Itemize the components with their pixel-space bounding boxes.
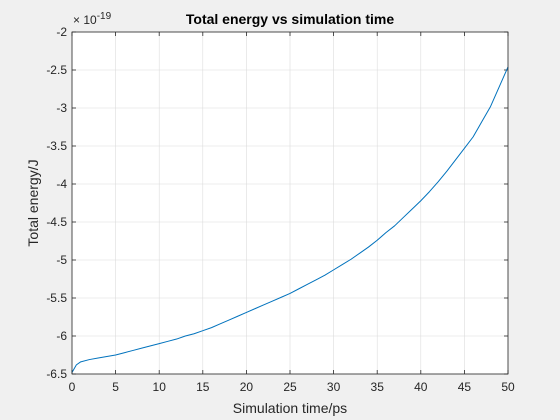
x-tick-label: 40	[414, 380, 428, 394]
x-axis-label: Simulation time/ps	[233, 400, 347, 416]
x-tick-label: 45	[458, 380, 472, 394]
x-tick-label: 30	[327, 380, 341, 394]
y-tick-label: -4.5	[46, 215, 67, 229]
x-tick-label: 35	[371, 380, 385, 394]
y-tick-label: -2	[56, 25, 67, 39]
y-tick-label: -3.5	[46, 139, 67, 153]
x-tick-label: 50	[501, 380, 515, 394]
y-exponent-label: × 10-19	[73, 11, 112, 27]
y-tick-label: -6	[56, 329, 67, 343]
y-tick-label: -5	[56, 253, 67, 267]
y-tick-label: -5.5	[46, 291, 67, 305]
y-tick-label: -3	[56, 101, 67, 115]
y-axis-label: Total energy/J	[25, 159, 41, 246]
x-tick-label: 20	[240, 380, 254, 394]
chart-title: Total energy vs simulation time	[186, 11, 394, 27]
x-tick-label: 25	[283, 380, 297, 394]
y-tick-label: -4	[56, 177, 67, 191]
axes-box	[71, 31, 509, 375]
y-exponent-base: × 10	[73, 13, 97, 27]
y-tick-label: -2.5	[46, 63, 67, 77]
x-axis-ticks: 0 5 10 15 20 25 30 35 40 45 50	[69, 32, 515, 394]
y-exponent-power: -19	[97, 11, 112, 22]
x-tick-label: 0	[69, 380, 76, 394]
y-axis-ticks: -6.5 -6 -5.5 -5 -4.5 -4 -3.5 -3 -2.5 -2	[46, 25, 508, 381]
x-tick-label: 5	[112, 380, 119, 394]
series-layer	[71, 66, 509, 373]
x-tick-label: 10	[153, 380, 167, 394]
series-line	[71, 66, 509, 373]
y-tick-label: -6.5	[46, 367, 67, 381]
x-tick-label: 15	[196, 380, 210, 394]
